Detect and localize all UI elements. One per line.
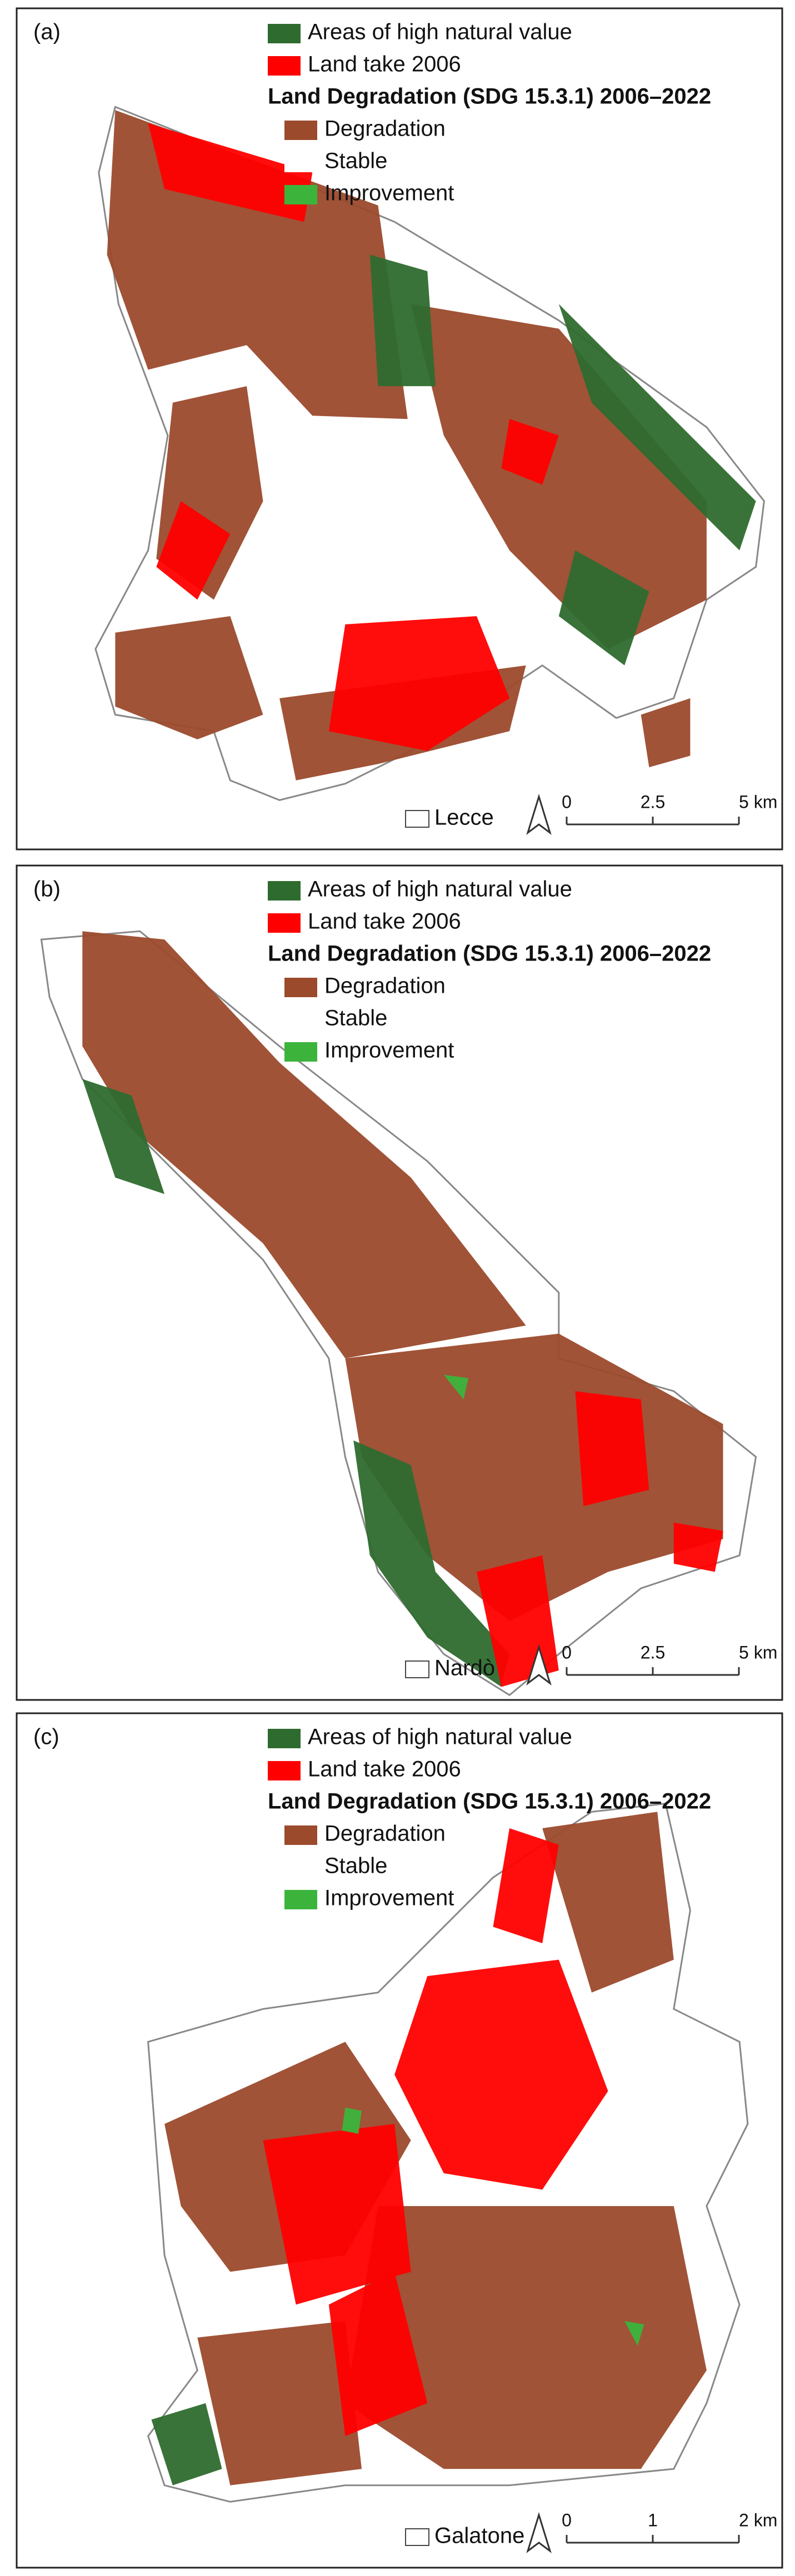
legend-label: Areas of high natural value bbox=[308, 877, 572, 902]
map-area bbox=[575, 1391, 649, 1507]
panel: (b) Areas of high natural value Land take … bbox=[16, 864, 783, 1701]
legend-swatch bbox=[268, 24, 301, 43]
legend-label: Improvement bbox=[324, 181, 454, 206]
legend-swatch bbox=[284, 978, 317, 997]
legend-swatch bbox=[268, 56, 301, 76]
north-arrow bbox=[526, 793, 552, 835]
legend-label: Land take 2006 bbox=[308, 909, 461, 934]
map-area bbox=[328, 2272, 428, 2437]
map-area bbox=[328, 616, 510, 751]
map-area bbox=[342, 2107, 362, 2134]
legend-title: Land Degradation (SDG 15.3.1) 2006–2022 bbox=[268, 1789, 711, 1814]
legend-title: Land Degradation (SDG 15.3.1) 2006–2022 bbox=[268, 84, 711, 109]
legend-swatch bbox=[284, 1825, 317, 1845]
map-area bbox=[542, 1812, 674, 1993]
legend-label: Areas of high natural value bbox=[308, 1725, 572, 1749]
panel-frame bbox=[16, 7, 783, 851]
legend-swatch bbox=[284, 1042, 317, 1062]
map-area bbox=[443, 1374, 469, 1399]
legend-swatch bbox=[284, 153, 317, 172]
legend-swatch bbox=[268, 1761, 301, 1780]
map-area bbox=[558, 304, 756, 551]
legend-label: Improvement bbox=[324, 1038, 454, 1063]
map-area bbox=[493, 1828, 559, 1943]
map-area bbox=[148, 123, 313, 222]
legend-swatch bbox=[268, 913, 301, 933]
legend-swatch bbox=[268, 1729, 301, 1748]
map-area bbox=[115, 616, 263, 739]
map-area bbox=[345, 2206, 707, 2469]
legend-label: Degradation bbox=[324, 1822, 446, 1846]
legend-swatch bbox=[284, 1858, 317, 1877]
legend-label: Degradation bbox=[324, 974, 446, 998]
legend-swatch bbox=[284, 1010, 317, 1029]
scale-label: 1 bbox=[648, 2510, 658, 2530]
scale-label: 2.5 bbox=[641, 792, 665, 812]
scale-label: 2 km bbox=[739, 2510, 777, 2530]
map-area bbox=[411, 304, 707, 649]
legend-swatch bbox=[284, 185, 317, 204]
legend-title: Land Degradation (SDG 15.3.1) 2006–2022 bbox=[268, 942, 711, 966]
place-swatch bbox=[405, 2528, 429, 2546]
map-area bbox=[82, 931, 526, 1359]
panel: (a) Areas of high natural value Land take … bbox=[16, 7, 783, 851]
place-label: Lecce bbox=[434, 806, 494, 830]
legend-label: Stable bbox=[324, 1006, 387, 1031]
legend-label: Areas of high natural value bbox=[308, 20, 572, 44]
panel-frame bbox=[16, 1712, 783, 2569]
map-area bbox=[151, 2403, 222, 2485]
map-area bbox=[156, 501, 231, 600]
map-area bbox=[501, 419, 559, 485]
legend-label: Improvement bbox=[324, 1886, 454, 1910]
scale-label: 0 bbox=[562, 792, 572, 812]
panel-label: (a) bbox=[33, 20, 61, 44]
scale-label: 0 bbox=[562, 2510, 572, 2530]
scale-label: 0 bbox=[562, 1642, 572, 1662]
panel-frame bbox=[16, 864, 783, 1701]
legend-label: Degradation bbox=[324, 117, 446, 141]
place-swatch bbox=[405, 1660, 429, 1678]
map-area bbox=[197, 2321, 362, 2485]
map-area bbox=[394, 1959, 608, 2190]
map-area bbox=[82, 1079, 165, 1194]
legend-label: Stable bbox=[324, 1854, 387, 1878]
scale-label: 5 km bbox=[739, 792, 777, 812]
panel-label: (b) bbox=[33, 877, 61, 902]
map-area bbox=[369, 254, 436, 387]
north-arrow bbox=[526, 2512, 552, 2553]
map-area bbox=[353, 1440, 510, 1687]
map-area bbox=[624, 2321, 644, 2346]
scale-label: 2.5 bbox=[641, 1642, 665, 1662]
map-area bbox=[641, 698, 691, 768]
scale-label: 5 km bbox=[739, 1642, 777, 1662]
legend-swatch bbox=[284, 1890, 317, 1909]
legend-swatch bbox=[268, 881, 301, 901]
map-area bbox=[558, 550, 649, 666]
place-swatch bbox=[405, 810, 429, 828]
map-area bbox=[673, 1522, 723, 1572]
place-label: Galatone bbox=[434, 2524, 524, 2548]
legend-label: Stable bbox=[324, 149, 387, 173]
panel-label: (c) bbox=[33, 1725, 59, 1749]
legend-swatch bbox=[284, 121, 317, 140]
legend-label: Land take 2006 bbox=[308, 1757, 461, 1782]
map-area bbox=[263, 2124, 411, 2305]
place-label: Nardò bbox=[434, 1656, 495, 1680]
north-arrow bbox=[526, 1644, 552, 1685]
panel: (c) Areas of high natural value Land take … bbox=[16, 1712, 783, 2569]
legend-label: Land take 2006 bbox=[308, 52, 461, 77]
